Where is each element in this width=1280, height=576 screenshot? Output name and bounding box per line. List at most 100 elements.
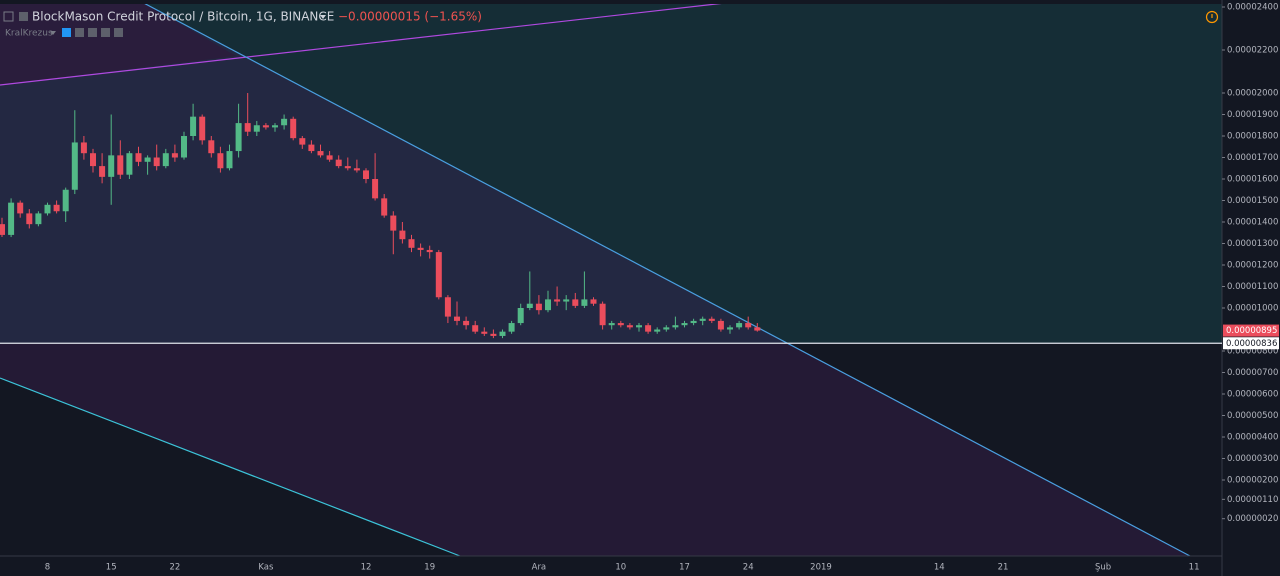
- toolbar-add[interactable]: [101, 28, 110, 37]
- candle-body: [390, 215, 397, 231]
- toolbar-source[interactable]: [88, 28, 97, 37]
- candle-body: [690, 320, 697, 324]
- candle-body: [326, 155, 333, 160]
- candle-body: [545, 299, 551, 311]
- x-tick-label: 14: [934, 563, 945, 573]
- warning-icon[interactable]: [1205, 10, 1219, 24]
- candle-body: [572, 299, 579, 306]
- x-tick-label: Şub: [1095, 563, 1111, 573]
- purple-zone-top: [0, 4, 236, 85]
- candle-body: [26, 213, 33, 225]
- trend-line-blue: [137, 0, 1191, 557]
- candle-body: [435, 252, 442, 298]
- candle-body: [308, 144, 315, 152]
- candle-body: [244, 123, 251, 132]
- y-tick-label: 0.00001400: [1227, 218, 1278, 228]
- trend-line-cyan: [0, 377, 461, 557]
- candle-body: [708, 318, 715, 321]
- candle-body: [272, 125, 278, 128]
- candle-body: [372, 179, 379, 199]
- candle-body: [226, 151, 233, 169]
- candle-body: [62, 189, 69, 212]
- candle-body: [608, 323, 615, 326]
- candle-body: [754, 327, 761, 331]
- y-tick-label: 0.00001000: [1227, 304, 1278, 314]
- candle-body: [472, 325, 479, 332]
- candle-body: [353, 168, 360, 171]
- indicator-user[interactable]: KralKrezus: [5, 29, 53, 39]
- candle-body: [162, 153, 169, 167]
- y-tick-label: 0.00002000: [1227, 89, 1278, 99]
- candle-body: [517, 308, 524, 324]
- candle-body: [681, 323, 688, 326]
- y-tick-label: 0.00001700: [1227, 153, 1278, 163]
- candle-body: [35, 213, 42, 225]
- y-tick-label: 0.00001500: [1227, 196, 1278, 206]
- candle-body: [108, 155, 115, 177]
- y-tick-label: 0.00000400: [1227, 432, 1278, 442]
- toolbar-eye[interactable]: [62, 28, 71, 37]
- candle-body: [399, 230, 406, 240]
- purple-zone-bottom: [0, 343, 1190, 556]
- candle-body: [53, 204, 60, 212]
- y-tick-label: 0.00002200: [1227, 46, 1278, 56]
- candle-body: [454, 316, 460, 321]
- candle-body: [590, 299, 597, 304]
- collapse-icon[interactable]: [3, 11, 14, 22]
- candle-body: [208, 140, 215, 154]
- candle-body: [626, 325, 633, 328]
- candle-body: [181, 136, 187, 158]
- candle-body: [217, 153, 224, 169]
- candle-body: [654, 329, 661, 332]
- candle-body: [563, 299, 570, 302]
- trend-line-purple: [0, 2, 726, 86]
- y-tick-label: 0.00001100: [1227, 282, 1278, 292]
- user-menu-arrow[interactable]: [50, 31, 56, 35]
- y-tick-label: 0.00000200: [1227, 475, 1278, 485]
- candle-body: [117, 155, 124, 175]
- candle-body: [672, 325, 679, 328]
- candle-body: [281, 118, 288, 126]
- candle-body: [526, 303, 533, 309]
- candle-body: [126, 153, 133, 175]
- x-tick-label: 19: [424, 563, 435, 573]
- candle-body: [71, 142, 78, 190]
- x-tick-label: 2019: [810, 563, 832, 573]
- symbol-icon: [19, 12, 28, 21]
- last-price-label: 0.00000895: [1226, 326, 1277, 336]
- time-axis: [0, 556, 1222, 576]
- toolbar-close[interactable]: [114, 28, 123, 37]
- candle-body: [481, 331, 488, 334]
- candle-body: [508, 323, 515, 332]
- toolbar-settings[interactable]: [75, 28, 84, 37]
- x-tick-label: 22: [169, 563, 180, 573]
- candle-body: [253, 125, 260, 132]
- y-tick-label: 0.00001200: [1227, 261, 1278, 271]
- candle-body: [262, 125, 269, 128]
- y-tick-label: 0.00001300: [1227, 239, 1278, 249]
- candle-body: [17, 202, 24, 214]
- candle-body: [463, 320, 470, 326]
- y-tick-label: 0.00000500: [1227, 411, 1278, 421]
- triangle-zone: [0, 4, 788, 343]
- y-tick-label: 0.00000300: [1227, 454, 1278, 464]
- candle-body: [335, 159, 342, 167]
- candle-body: [199, 116, 206, 141]
- candle-body: [535, 303, 542, 311]
- candle-body: [599, 303, 606, 326]
- candle-body: [153, 157, 160, 167]
- x-tick-label: 21: [998, 563, 1009, 573]
- candle-body: [444, 297, 451, 317]
- y-tick-label: 0.00000700: [1227, 368, 1278, 378]
- candle-body: [80, 142, 87, 154]
- x-tick-label: 17: [679, 563, 690, 573]
- y-tick-label: 0.00001600: [1227, 175, 1278, 185]
- candle-body: [363, 170, 369, 180]
- title-menu-arrow[interactable]: [320, 15, 326, 19]
- chart-title[interactable]: BlockMason Credit Protocol / Bitcoin, 1G…: [32, 10, 334, 24]
- last-price-tag: [1223, 324, 1279, 337]
- candle-body: [417, 247, 424, 250]
- x-tick-label: 11: [1189, 563, 1200, 573]
- candle-body: [144, 157, 151, 162]
